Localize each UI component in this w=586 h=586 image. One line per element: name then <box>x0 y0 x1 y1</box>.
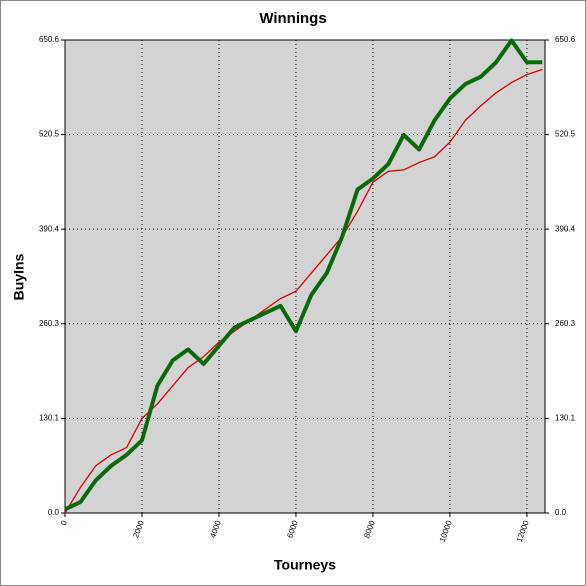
series-line <box>64 68 543 514</box>
y-tick-label: 650.6 <box>39 35 60 44</box>
y2-tick-label: 260.3 <box>555 319 576 328</box>
x-axis-label: Tourneys <box>274 557 336 573</box>
x-tick-label: 0 <box>59 519 69 527</box>
y-tick-label: 0.0 <box>48 508 60 517</box>
chart-title: Winnings <box>259 10 326 27</box>
y2-tick-label: 130.1 <box>555 414 576 423</box>
y-tick-label: 520.5 <box>39 130 60 139</box>
y-tick-label: 260.3 <box>39 319 60 328</box>
y2-tick-label: 390.4 <box>555 224 576 233</box>
y2-tick-label: 520.5 <box>555 130 576 139</box>
plot-area <box>64 39 546 514</box>
series-line <box>64 38 543 512</box>
y-tick-label: 130.1 <box>39 414 60 423</box>
y-axis-label: BuyIns <box>11 253 27 300</box>
y2-tick-label: 0.0 <box>555 508 567 517</box>
y-tick-label: 390.4 <box>39 224 60 233</box>
y2-tick-label: 650.6 <box>555 35 576 44</box>
